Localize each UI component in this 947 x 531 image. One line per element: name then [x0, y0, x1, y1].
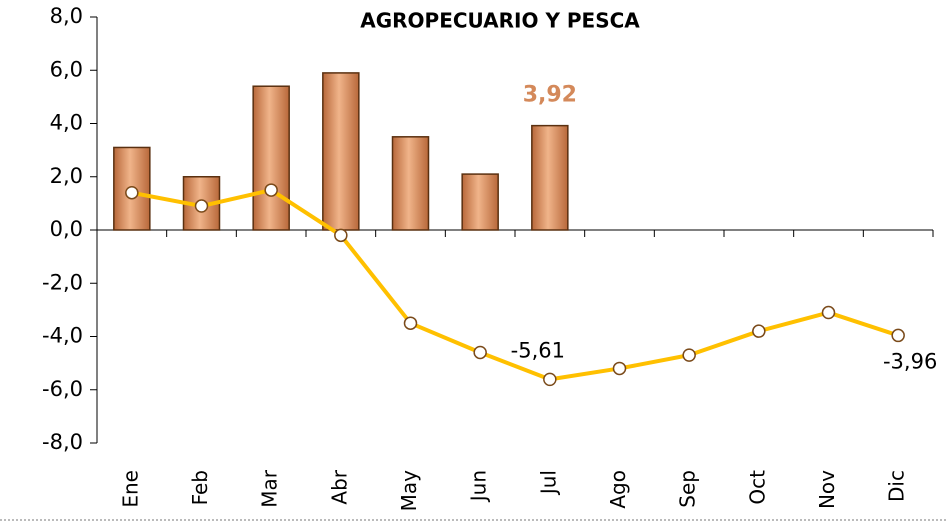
line-marker — [821, 305, 836, 320]
y-tick-label: 8,0 — [50, 4, 83, 28]
bar — [322, 72, 360, 231]
x-tick-label: Sep — [676, 470, 700, 508]
x-tick-label: Feb — [188, 470, 212, 505]
line-marker — [264, 183, 278, 197]
x-tick-label: Dic — [885, 470, 909, 502]
x-tick-label: Jul — [536, 470, 560, 496]
y-tick-label: -4,0 — [42, 324, 83, 348]
chart-title: AGROPECUARIO Y PESCA — [360, 9, 640, 33]
line — [131, 188, 899, 382]
line-marker — [125, 185, 139, 200]
line-marker — [891, 328, 905, 343]
x-tick-label: Nov — [815, 470, 839, 509]
line-marker — [334, 228, 348, 243]
y-tick-label: 6,0 — [50, 57, 83, 81]
y-tick-label: 2,0 — [50, 164, 83, 188]
line-marker — [752, 324, 766, 338]
y-tick-label: 4,0 — [50, 111, 83, 135]
x-tick-label: Ago — [606, 470, 630, 509]
x-tick-label: May — [397, 470, 421, 512]
bar — [531, 124, 569, 231]
line-marker — [543, 372, 557, 387]
y-tick-label: -2,0 — [42, 270, 83, 294]
y-tick-label: -8,0 — [42, 430, 83, 454]
x-tick-label: Mar — [258, 469, 282, 508]
line-marker — [473, 345, 487, 360]
y-tick-label: -6,0 — [42, 377, 83, 401]
line-marker — [194, 199, 209, 213]
line-marker — [682, 348, 696, 362]
x-tick-label: Abr — [327, 469, 351, 504]
y-tick-label: 0,0 — [50, 217, 83, 241]
point-label: -3,96 — [883, 349, 937, 373]
line-marker — [403, 316, 418, 330]
bar — [252, 85, 290, 231]
x-tick-label: Jun — [467, 470, 491, 503]
point-label: -5,61 — [511, 338, 565, 362]
x-tick-label: Oct — [745, 470, 769, 505]
bar — [391, 136, 430, 231]
bar-label: 3,92 — [523, 83, 577, 108]
x-tick-label: Ene — [118, 470, 142, 508]
bar — [461, 173, 499, 231]
line-marker — [612, 361, 627, 376]
